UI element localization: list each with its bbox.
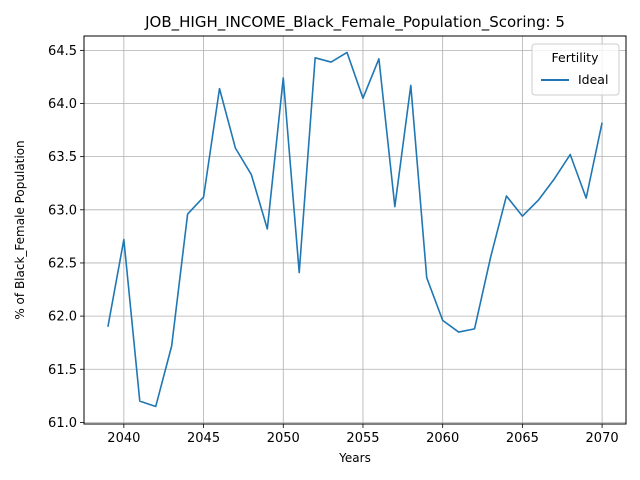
data-point: [474, 328, 476, 330]
data-point: [282, 77, 284, 79]
data-point: [553, 178, 555, 180]
y-tick-label: 63.0: [48, 203, 77, 218]
data-point: [458, 331, 460, 333]
data-point: [410, 85, 412, 87]
data-point: [569, 154, 571, 156]
x-tick-label: 2050: [267, 431, 300, 446]
data-point: [171, 345, 173, 347]
chart-title: JOB_HIGH_INCOME_Black_Female_Population_…: [144, 13, 565, 32]
data-point: [203, 196, 205, 198]
x-tick-label: 2070: [586, 431, 619, 446]
data-point: [266, 228, 268, 230]
data-point: [506, 195, 508, 197]
data-point: [250, 174, 252, 176]
y-tick-label: 64.5: [48, 44, 77, 59]
series-lines: [107, 51, 603, 408]
y-tick-label: 62.5: [48, 256, 77, 271]
data-point: [123, 239, 125, 241]
x-tick-label: 2055: [346, 431, 379, 446]
x-axis-title: Years: [338, 451, 371, 465]
series-line-ideal: [107, 51, 603, 408]
y-axis-ticks: 61.0 61.5 62.0 62.5 63.0 63.5 64.0 64.5: [48, 44, 84, 431]
y-tick-label: 61.5: [48, 363, 77, 378]
data-point: [346, 52, 348, 54]
y-axis-title: % of Black_Female Population: [13, 140, 27, 319]
x-tick-label: 2065: [506, 431, 539, 446]
data-point: [330, 61, 332, 63]
legend-box: [531, 43, 620, 96]
data-point: [537, 199, 539, 201]
y-tick-label: 62.0: [48, 310, 77, 325]
data-point: [139, 400, 141, 402]
data-point: [585, 197, 587, 199]
data-point: [362, 97, 364, 99]
data-point: [298, 272, 300, 274]
x-tick-label: 2060: [426, 431, 459, 446]
y-tick-label: 61.0: [48, 416, 77, 431]
legend-label-ideal: Ideal: [578, 72, 608, 87]
x-tick-label: 2045: [187, 431, 220, 446]
data-point: [378, 58, 380, 60]
data-point: [426, 277, 428, 279]
data-point: [107, 326, 109, 328]
y-tick-label: 63.5: [48, 150, 77, 165]
data-point: [521, 215, 523, 217]
grid: [84, 36, 626, 424]
x-axis-ticks: 2040 2045 2050 2055 2060 2065 2070: [107, 424, 619, 446]
data-point: [490, 257, 492, 259]
legend: Fertility Ideal: [531, 43, 620, 96]
data-point: [314, 57, 316, 59]
plot-area-frame: [83, 35, 627, 425]
x-tick-label: 2040: [107, 431, 140, 446]
data-point: [394, 206, 396, 208]
data-point: [601, 122, 603, 124]
y-tick-label: 64.0: [48, 97, 77, 112]
data-point: [235, 147, 237, 149]
data-point: [155, 406, 157, 408]
data-point: [442, 319, 444, 321]
data-point: [219, 88, 221, 90]
data-point: [187, 213, 189, 215]
legend-title: Fertility: [552, 50, 600, 65]
